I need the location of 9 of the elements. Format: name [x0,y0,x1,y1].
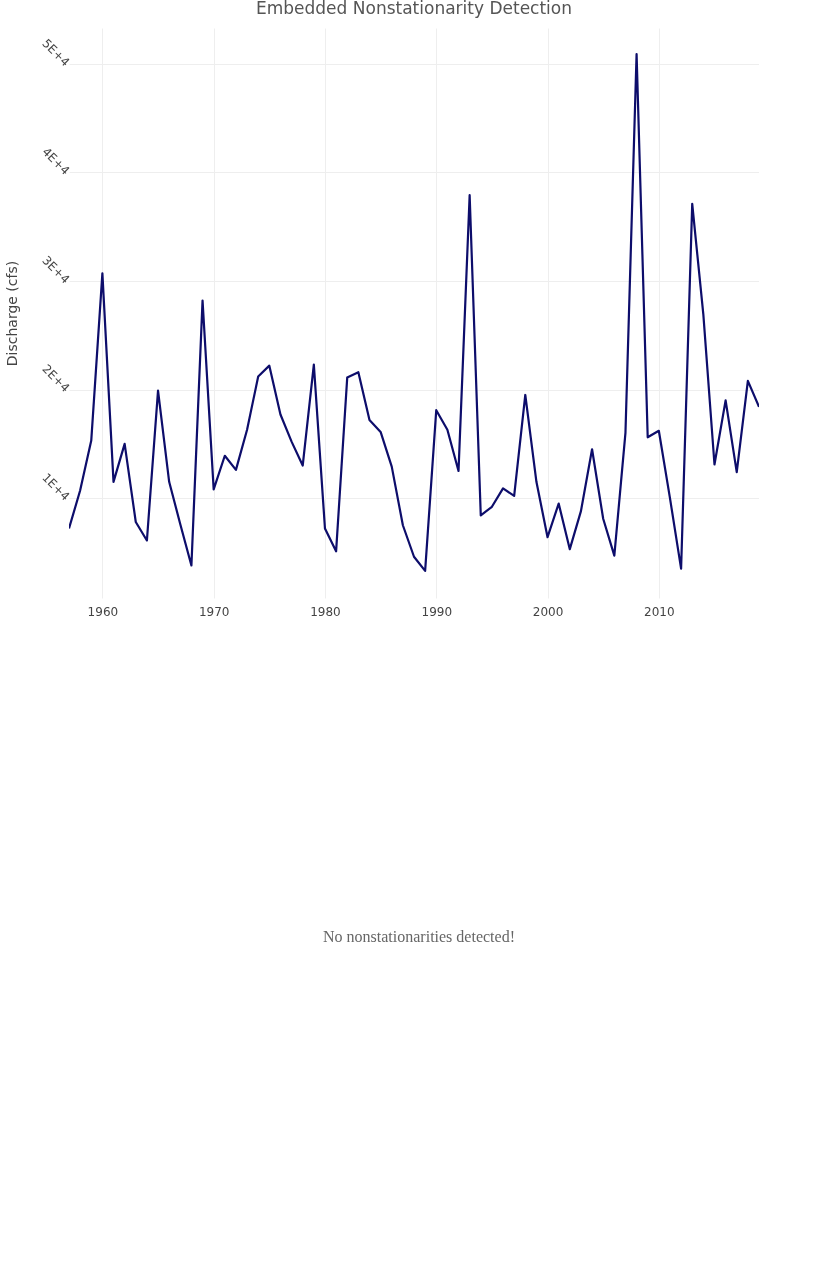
x-tick-label: 1960 [87,604,119,619]
text: No nonstationarities detected! [323,928,515,945]
y-axis-title: Discharge (cfs) [3,260,20,367]
x-tick-label: 2000 [532,604,564,619]
x-tick-label: 1970 [198,604,230,619]
x-tick-label: 1980 [310,604,341,619]
x-tick-label: 2010 [644,604,675,619]
x-tick-label: 1990 [421,604,453,619]
chart-title: Embedded Nonstationarity Detection [255,0,573,18]
